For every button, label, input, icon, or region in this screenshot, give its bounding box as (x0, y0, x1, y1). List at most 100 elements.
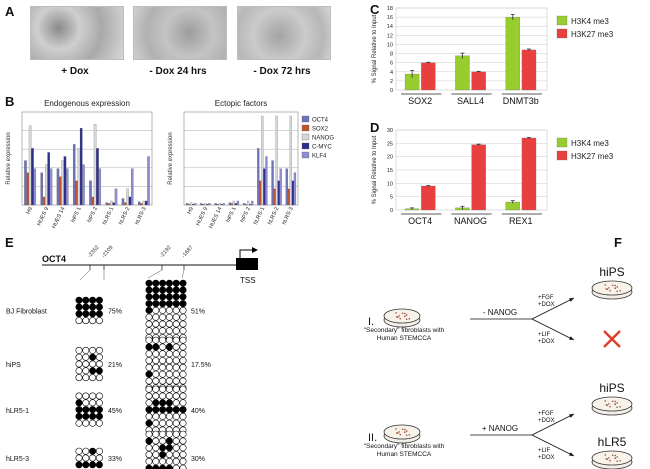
chart-b-bar (271, 160, 274, 206)
cell-dot (604, 400, 607, 402)
cpg-methylated (165, 399, 173, 407)
cpg-unmethylated (95, 360, 103, 368)
cpg-unmethylated (152, 370, 160, 378)
cell-dot (398, 315, 400, 317)
chart-b-bar (89, 180, 92, 206)
chart-b-bar (216, 204, 219, 206)
cpg-unmethylated (159, 385, 167, 393)
chart-b-bar (142, 200, 146, 206)
cpg-unmethylated (145, 327, 153, 335)
chart-b-bar (291, 180, 295, 206)
chart-c-legend-swatch (556, 15, 568, 26)
chart-b-bar (230, 203, 233, 206)
nanog-label: - NANOG (483, 308, 517, 317)
chart-d-bar (521, 137, 537, 211)
cpg-methylated (145, 306, 153, 314)
cpg-methylated (145, 343, 153, 351)
cpg-unmethylated (159, 306, 167, 314)
cpg-methylated (145, 286, 153, 294)
cpg-methylated (145, 437, 153, 445)
cpg-methylated (152, 279, 160, 287)
group2-connector (181, 269, 185, 279)
cell-dot (609, 405, 611, 408)
chart-b-bar (72, 144, 76, 206)
cell-dot (616, 406, 618, 409)
cell-dot (604, 284, 607, 286)
cpg-unmethylated (172, 320, 180, 328)
cpg-unmethylated (95, 419, 103, 427)
cpg-unmethylated (172, 306, 180, 314)
cpg-unmethylated (75, 447, 83, 455)
upper-condition-1: +FGF (538, 295, 554, 301)
chart-b-bar (45, 164, 48, 206)
cpg-unmethylated (95, 353, 103, 361)
chart-b-bar (121, 198, 125, 206)
cpg-methylated (82, 310, 90, 318)
tss-label: TSS (240, 276, 256, 285)
chart-b-bar (187, 204, 191, 206)
cpg-unmethylated (152, 377, 160, 385)
cell-dot (405, 318, 408, 321)
cell-dot (608, 287, 610, 289)
chart-b-bar (98, 168, 102, 206)
cpg-unmethylated (152, 350, 160, 358)
cpg-unmethylated (179, 392, 187, 400)
cpg-methylated (95, 296, 103, 304)
cpg-unmethylated (95, 317, 103, 325)
cpg-methylated (89, 353, 97, 361)
cpg-methylated (152, 286, 160, 294)
cell-dot (396, 316, 398, 318)
upper-result-label: hiPS (599, 265, 624, 279)
chart-b-bar (31, 148, 34, 206)
cpg-unmethylated (165, 430, 173, 438)
cell-dot (608, 403, 610, 405)
caption-dox-24h: - Dox 24 hrs (149, 66, 207, 77)
cpg-methylated (165, 286, 173, 294)
chart-b-bar (204, 203, 207, 206)
cpg-unmethylated (179, 444, 187, 452)
cpg-methylated (75, 406, 83, 414)
chart-b-legend-swatch (301, 133, 310, 141)
cpg-methylated (179, 286, 187, 294)
chart-b-bar (275, 115, 278, 206)
cpg-unmethylated (152, 430, 160, 438)
upper-arrow (531, 413, 575, 436)
chart-b-bar (263, 168, 266, 206)
cpg-unmethylated (152, 313, 160, 321)
chart-b-xtick: hiPS 2 (87, 206, 99, 223)
cpg-methylated (165, 437, 173, 445)
chart-b-bar (140, 203, 143, 206)
cpg-methylated (152, 399, 160, 407)
cpg-unmethylated (172, 412, 180, 420)
cpg-unmethylated (159, 363, 167, 371)
cpg-unmethylated (82, 419, 90, 427)
cell-dot (605, 404, 608, 406)
cpg-methylated (172, 286, 180, 294)
cell-dot (616, 456, 619, 458)
cpg-methylated (89, 461, 97, 469)
caption-dox-72h: - Dox 72 hrs (253, 66, 311, 77)
chart-b-bar (56, 168, 60, 206)
cpg-unmethylated (159, 313, 167, 321)
panel-e-methylation: OCT4 TSS -2352 -2109 -2192 -1687 BJ Fibroblast… (6, 245, 258, 469)
cpg-unmethylated (145, 412, 153, 420)
chart-b-xtick: H9 (187, 206, 195, 215)
cell-dot (405, 434, 408, 437)
percent-group2: 40% (191, 408, 205, 415)
cpg-unmethylated (145, 399, 153, 407)
chart-b-frame (21, 111, 153, 206)
cpg-unmethylated (172, 437, 180, 445)
cpg-methylated (89, 310, 97, 318)
source-cells-label-2: Human STEMCCA (377, 451, 432, 458)
chart-b-legend-label: OCT4 (312, 118, 329, 124)
cpg-methylated (165, 300, 173, 308)
percent-group2: 51% (191, 309, 205, 316)
percent-group2: 30% (191, 456, 205, 463)
cpg-methylated (179, 406, 187, 414)
cpg-methylated (152, 464, 160, 469)
group2-connector (147, 269, 163, 279)
chart-b-xtick: hLRS-2 (267, 206, 280, 225)
percent-group1: 33% (108, 456, 122, 463)
cell-dot (401, 428, 404, 431)
cell-dot (611, 400, 614, 403)
